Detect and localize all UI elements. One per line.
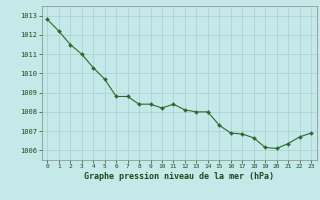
X-axis label: Graphe pression niveau de la mer (hPa): Graphe pression niveau de la mer (hPa) [84,172,274,181]
